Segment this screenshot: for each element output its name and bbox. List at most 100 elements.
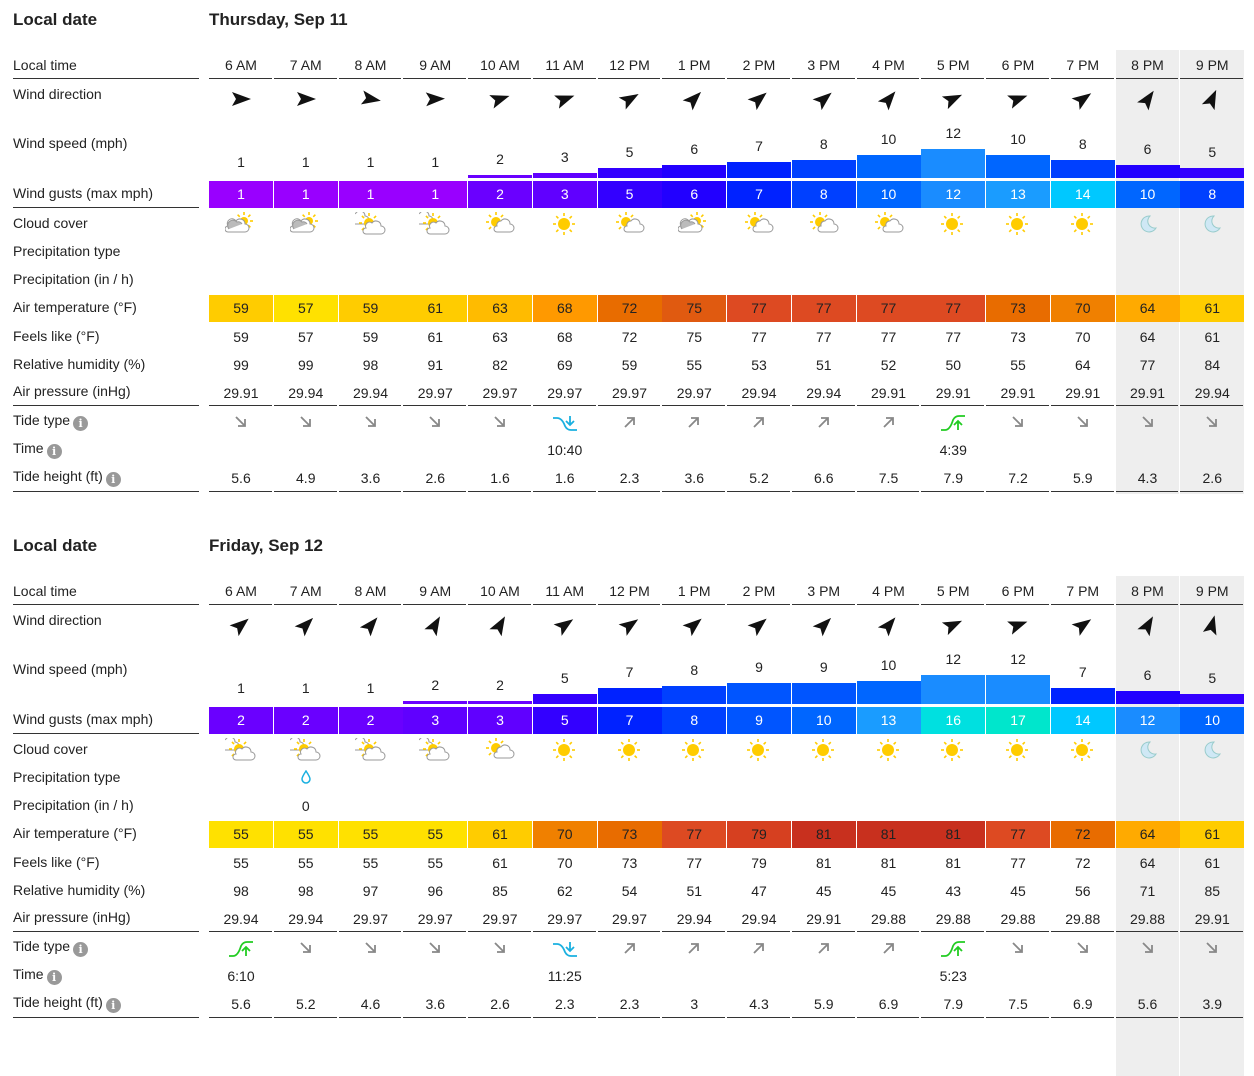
row-divider [921,405,984,406]
tide-height-value: 6.9 [1073,996,1093,1012]
row-divider [209,491,272,492]
wind-gust-cell: 1 [403,181,468,208]
cloud-cover-sun-icon [727,738,791,767]
row-divider [856,1017,920,1018]
row-divider [662,78,725,79]
time-cell: 11 AM [545,583,585,599]
wind-gust-cell: 8 [662,707,727,734]
feels-like-value: 73 [1010,329,1026,345]
cloud-cover-sun-icon [986,738,1050,767]
row-divider [273,931,337,932]
feels-like-value: 55 [233,855,249,871]
tide-rising-icon [857,414,921,433]
feels-like-text: Feels like (°F) [13,328,100,344]
cloud-cover-sun-clouds-icon [339,736,403,767]
row-divider [13,207,199,208]
time-cell: 3 PM [807,57,841,73]
wind-gust-cell: 3 [468,707,532,734]
humidity-value: 53 [751,357,767,373]
cloud-cover-few-clouds-icon [857,212,921,241]
pressure-value: 29.97 [482,911,518,927]
pressure-value: 29.91 [1065,385,1101,401]
time-cell: 6 AM [225,583,257,599]
row-divider [921,1017,984,1018]
wind-speed-bar [1115,691,1180,704]
wind-gust-cell: 2 [209,707,273,734]
wind-direction-arrow-icon [403,614,467,639]
row-divider [338,78,402,79]
wind-gust-cell: 10 [1180,707,1245,734]
wind-direction-arrow-icon [662,614,726,639]
row-divider [468,931,531,932]
pressure-value: 29.88 [1129,911,1166,927]
info-icon[interactable]: i [105,472,121,487]
wind-gust-cell: 7 [727,181,791,208]
wind-gust-cell: 17 [986,707,1050,734]
time-cell: 10 AM [480,57,520,73]
wind-direction-arrow-icon [1180,88,1244,113]
tide-falling-icon [468,414,532,433]
row-divider [403,405,466,406]
wind-speed-value: 3 [560,148,569,165]
cloud-cover-moon-icon [1180,738,1244,767]
wind-direction-arrow-icon [209,88,273,113]
row-divider [1180,931,1243,932]
pressure-value: 29.97 [352,911,389,927]
tide-height-value: 2.6 [490,996,510,1012]
row-divider [1115,491,1179,492]
row-divider [662,604,725,605]
tide-time-text: Time [13,966,44,982]
wind-speed-value: 9 [819,659,828,676]
humidity-value: 71 [1139,883,1156,899]
local-time-text: Local time [13,583,77,599]
feels-like-value: 70 [1074,329,1091,345]
info-icon[interactable]: i [73,942,89,957]
pressure-value: 29.91 [935,385,971,401]
row-divider [791,604,855,605]
wind-speed-value: 5 [560,669,569,686]
humidity-value: 84 [1204,357,1221,373]
wind-gust-cell: 2 [468,181,532,208]
row-divider [532,931,596,932]
humidity-value: 45 [815,883,832,899]
wind-speed-bar [791,159,856,178]
precip-type-text: Precipitation type [13,243,121,259]
row-divider [791,491,855,492]
wind-direction-arrow-icon [598,88,662,113]
row-divider [403,78,466,79]
info-icon[interactable]: i [73,416,89,431]
humidity-value: 91 [427,357,444,373]
wind-speed-value: 6 [1143,141,1152,157]
row-divider [13,733,199,734]
tide-height-value: 3.6 [360,470,381,486]
row-divider [273,1017,337,1018]
local-date-label: Local date [13,10,98,29]
wind-gust-cell: 1 [273,181,338,208]
pressure-value: 29.97 [417,911,453,927]
pressure-text: Air pressure (inHg) [13,909,131,925]
cloud-cover-moon-icon [1180,212,1244,241]
feels-like-value: 70 [556,855,573,871]
wind-gust-cell: 8 [1180,181,1245,208]
info-icon[interactable]: i [105,998,121,1013]
cloud-cover-partly-cloudy-icon [662,212,726,241]
row-label-humidity: Relative humidity (%) [13,356,145,372]
cloud-cover-sun-icon [662,738,726,767]
info-icon[interactable]: i [46,970,62,985]
humidity-value: 51 [686,883,703,899]
row-divider [791,405,855,406]
wind-direction-arrow-icon [533,88,597,113]
wind-direction-arrow-icon [792,88,856,113]
humidity-value: 54 [621,883,638,899]
wind-direction-arrow-icon [1116,614,1180,639]
wind-speed-bar [986,154,1050,178]
air-temp-cell: 61 [403,295,468,322]
pressure-value: 29.94 [288,911,324,927]
wind-direction-arrow-icon [339,88,403,113]
row-divider [986,604,1049,605]
pressure-value: 29.97 [417,385,453,401]
info-icon[interactable]: i [46,444,62,459]
row-divider [273,405,337,406]
row-label-cloud-cover: Cloud cover [13,741,88,757]
feels-like-value: 55 [362,855,379,871]
